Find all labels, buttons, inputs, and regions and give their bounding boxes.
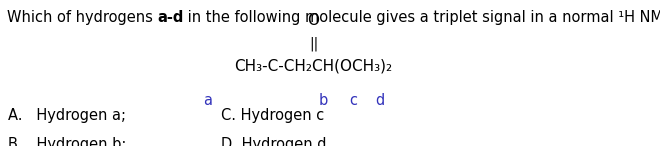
Text: D. Hydrogen d: D. Hydrogen d bbox=[221, 137, 327, 146]
Text: a: a bbox=[203, 93, 213, 108]
Text: c: c bbox=[349, 93, 357, 108]
Text: in the following molecule gives a triplet signal in a normal ¹H NMR spectrum?: in the following molecule gives a triple… bbox=[183, 10, 660, 25]
Text: d: d bbox=[375, 93, 384, 108]
Text: CH₃-C-CH₂CH(OCH₃)₂: CH₃-C-CH₂CH(OCH₃)₂ bbox=[234, 58, 393, 73]
Text: Which of hydrogens: Which of hydrogens bbox=[7, 10, 157, 25]
Text: b: b bbox=[319, 93, 328, 108]
Text: O: O bbox=[308, 13, 319, 28]
Text: a-d: a-d bbox=[157, 10, 183, 25]
Text: A.   Hydrogen a;: A. Hydrogen a; bbox=[8, 108, 126, 123]
Text: C. Hydrogen c: C. Hydrogen c bbox=[221, 108, 324, 123]
Text: B.   Hydrogen b;: B. Hydrogen b; bbox=[8, 137, 126, 146]
Text: ||: || bbox=[309, 36, 318, 51]
